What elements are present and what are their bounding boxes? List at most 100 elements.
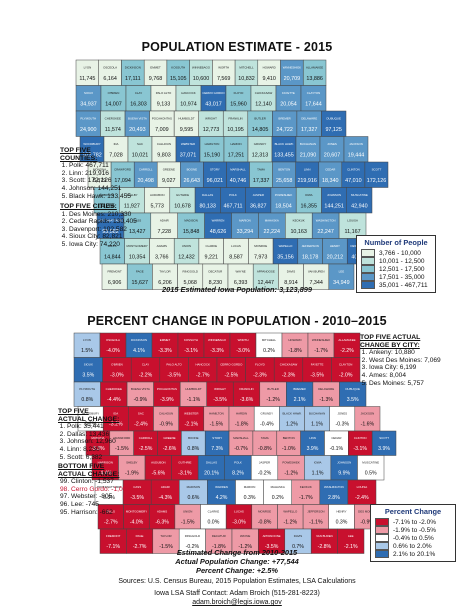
pop-county-value: 20,493 <box>129 127 146 133</box>
pop-county-name: JOHNSON <box>327 193 341 197</box>
pct-county-cherokee: CHEROKEE -4.4% <box>100 381 128 407</box>
pct-county-name: HAMILTON <box>209 412 224 416</box>
pop-county-cedar: CEDAR 18,340 <box>318 161 343 188</box>
pop-county-name: MONROE <box>254 244 267 248</box>
pct-county-name: O'BRIEN <box>111 363 123 367</box>
pop-county-name: WRIGHT <box>205 116 217 120</box>
top-county-item: Linn: 219,916 <box>69 170 131 178</box>
pct-county-name: CHEROKEE <box>106 387 122 391</box>
pop-county-name: WORTH <box>218 65 229 69</box>
pct-county-shape <box>128 406 154 432</box>
pct-county-shape <box>253 406 280 432</box>
pop-county-audubon: AUDUBON 5,773 <box>144 187 171 214</box>
pop-county-value: 467,711 <box>223 203 242 209</box>
pop-county-shape <box>311 212 340 239</box>
pop-county-shape <box>252 263 279 290</box>
pct-county-name: WORTH <box>238 338 249 342</box>
pct-county-name: EMMET <box>160 338 171 342</box>
pop-county-name: CLAYTON <box>307 91 320 95</box>
pct-county-shape <box>177 332 205 358</box>
pop-county-appanoose: APPANOOSE 12,447 <box>252 263 279 290</box>
bottom-change-item: 95. Harrison: -662 <box>60 508 113 516</box>
pct-county-dickinson: DICKINSON 4.1% <box>125 332 153 358</box>
pct-county-mahaska: MAHASKA 0.2% <box>263 479 292 505</box>
pop-county-value: 12,432 <box>178 254 195 260</box>
pct-county-buchanan: BUCHANAN 1.1% <box>304 406 330 432</box>
pop-county-value: 20,709 <box>284 76 301 82</box>
pct-county-chickasaw: CHICKASAW -2.3% <box>273 357 304 383</box>
pct-county-name: BUCHANAN <box>309 412 325 416</box>
pct-county-name: CHICKASAW <box>280 363 298 367</box>
pop-county-shape <box>270 187 297 214</box>
pct-county-shape <box>207 479 236 505</box>
pct-county-shape <box>228 406 255 432</box>
pop-county-keokuk: KEOKUK 10,163 <box>285 212 313 239</box>
pop-county-shape <box>248 238 274 265</box>
pop-county-value: 9,221 <box>205 254 219 260</box>
pop-county-value: 133,455 <box>274 152 294 158</box>
pop-county-name: CASS <box>133 218 141 222</box>
pct-county-shape <box>330 455 358 481</box>
pop-county-name: PAGE <box>136 269 144 273</box>
pct-county-name: POLK <box>234 461 242 465</box>
pop-county-jones: JONES 20,607 <box>319 136 345 163</box>
pop-county-name: HENRY <box>330 244 340 248</box>
pop-county-name: CARROLL <box>139 167 153 171</box>
pop-county-value: 9,803 <box>157 152 171 158</box>
pop-county-name: HANCOCK <box>181 91 196 95</box>
pct-county-value: 1.1% <box>312 471 324 477</box>
pct-county-value: -0.8% <box>258 446 272 452</box>
pop-county-name: LUCAS <box>231 244 241 248</box>
pop-county-value: 20,607 <box>324 152 341 158</box>
pop-legend-label: 12,501 - 17,500 <box>379 265 425 273</box>
pop-county-value: 10,195 <box>227 127 244 133</box>
pop-county-name: POWESHIEK <box>275 193 293 197</box>
pop-county-shape <box>322 238 348 265</box>
pct-county-shape <box>300 430 325 456</box>
pct-county-name: BUENA VISTA <box>131 387 150 391</box>
top-map-caption: 2015 Estimated Iowa Population: 3,123,89… <box>162 285 312 294</box>
pop-county-name: SAC <box>137 142 143 146</box>
pop-county-name: FLOYD <box>234 91 244 95</box>
pop-county-name: LYON <box>84 65 92 69</box>
pop-county-value: 40,746 <box>230 178 247 184</box>
pop-county-value: 22,247 <box>317 229 334 235</box>
pct-county-clinton: CLINTON -3.1% <box>348 430 373 456</box>
pct-county-name: TAYLOR <box>160 534 171 538</box>
pct-county-shape <box>319 479 349 505</box>
pct-county-shape <box>133 430 158 456</box>
pop-county-humboldt: HUMBOLDT 9,595 <box>173 110 199 137</box>
staff-email[interactable]: adam.broich@legis.iowa.gov <box>192 599 282 606</box>
pct-county-value: 0.3% <box>244 495 256 501</box>
pct-county-name: AUDUBON <box>151 461 165 465</box>
pop-county-value: 34,937 <box>80 101 97 107</box>
pop-county-name: BUENA VISTA <box>128 116 147 120</box>
pct-county-wapello: WAPELLO -1.2% <box>277 504 304 530</box>
pop-county-name: CHICKASAW <box>255 91 273 95</box>
pop-county-value: 18,504 <box>275 203 292 209</box>
pop-county-name: SHELBY <box>126 193 137 197</box>
pop-county-value: 6,206 <box>158 280 172 286</box>
pct-county-shape <box>291 479 321 505</box>
pop-county-value: 9,595 <box>180 127 194 133</box>
pct-county-name: LEE <box>348 534 354 538</box>
pct-county-shape <box>179 381 207 407</box>
pct-county-name: PLYMOUTH <box>79 387 95 391</box>
pct-county-shape <box>197 455 225 481</box>
pop-county-value: 17,094 <box>114 178 131 184</box>
pop-county-shape <box>177 212 205 239</box>
pop-county-value: 172,126 <box>367 178 387 184</box>
pct-county-shape <box>188 357 218 383</box>
top-city-item: Cedar Rapids: 130,405 <box>69 218 137 226</box>
pct-county-value: -1.6% <box>361 422 375 428</box>
pct-county-shape <box>347 479 377 505</box>
pct-county-name: VAN BUREN <box>316 534 333 538</box>
pct-county-cedar: CEDAR -0.1% <box>324 430 349 456</box>
pop-county-shape <box>250 85 277 112</box>
pct-county-value: 7.3% <box>211 446 223 452</box>
pop-county-scott: SCOTT 172,126 <box>364 161 389 188</box>
pct-county-emmet: EMMET -3.3% <box>151 332 179 358</box>
pct-county-delaware: DELAWARE -1.3% <box>312 381 340 407</box>
pct-county-value: 8.2% <box>232 471 244 477</box>
